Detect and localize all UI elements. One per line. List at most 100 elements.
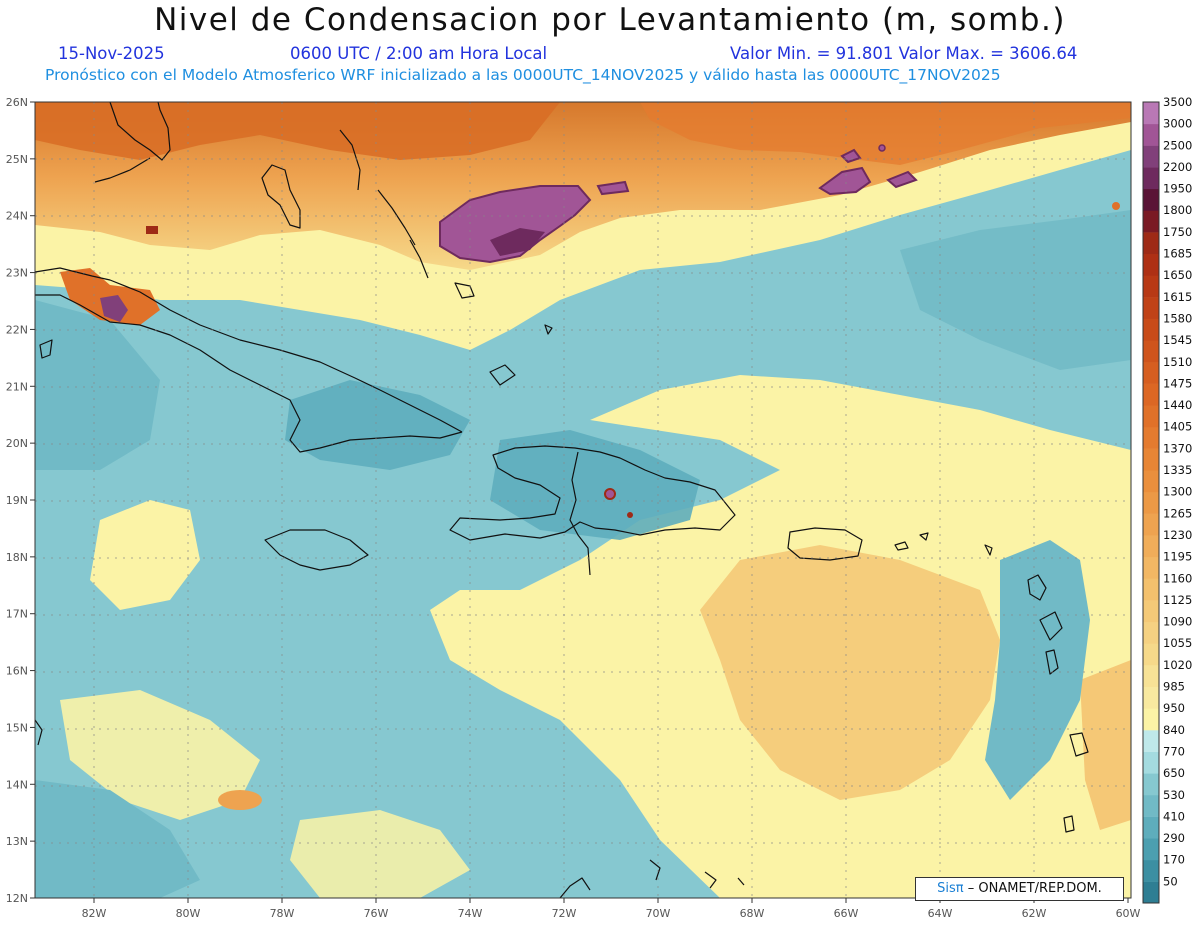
colorbar-swatch: [1143, 123, 1159, 146]
field-southwest-yellow: [60, 690, 260, 820]
coast-long-island: [409, 239, 429, 279]
colorbar-swatch: [1143, 794, 1159, 817]
coast-acklins: [489, 364, 516, 386]
coast-nicaragua: [35, 719, 43, 746]
colorbar-label: 650: [1163, 766, 1185, 780]
colorbar-label: 410: [1163, 809, 1185, 823]
colorbar-label: 1265: [1163, 506, 1192, 520]
colorbar-label: 1335: [1163, 463, 1192, 477]
lat-tick-label: 12N: [6, 892, 28, 905]
colorbar-swatch: [1143, 253, 1159, 276]
coast-dominica: [1045, 649, 1059, 675]
lon-tick-label: 60W: [1116, 907, 1141, 920]
colorbar-label: 1230: [1163, 528, 1192, 542]
lat-tick-label: 17N: [6, 608, 28, 621]
colorbar: 50 170 290 410 530 650 770 840 950 985 1020 1055 109…: [1142, 95, 1192, 904]
colorbar-frame: [1142, 101, 1160, 904]
colorbar-label: 1580: [1163, 311, 1192, 325]
field-moist-northeast: [900, 210, 1131, 370]
colorbar-swatch: [1143, 210, 1159, 233]
field-moist-south: [35, 780, 200, 898]
colorbar-swatch: [1143, 275, 1159, 298]
colorbar-label: 3000: [1163, 117, 1192, 131]
colorbar-label: 2500: [1163, 138, 1192, 152]
colorbar-label: 530: [1163, 788, 1185, 802]
map-plot-area: [35, 102, 1131, 898]
coastlines: [35, 102, 1089, 898]
min-max-values: Valor Min. = 91.801 Valor Max. = 3606.64: [730, 44, 1078, 63]
colorbar-label: 1475: [1163, 376, 1192, 390]
colorbar-label: 1545: [1163, 333, 1192, 347]
field-southeast-orange: [700, 545, 1000, 800]
coast-puerto-rico: [787, 527, 863, 561]
lat-tick-label: 22N: [6, 323, 28, 336]
coast-andros: [261, 164, 301, 229]
map-title: Nivel de Condensacion por Levantamiento …: [154, 2, 1066, 38]
colorbar-swatch: [1143, 102, 1159, 125]
colorbar-label: 840: [1163, 723, 1185, 737]
lon-tick-label: 70W: [646, 907, 671, 920]
coast-cuba-south: [35, 294, 463, 453]
field-purple-core-bahamas: [490, 228, 545, 256]
lat-tick-label: 18N: [6, 551, 28, 564]
colorbar-label: 3500: [1163, 95, 1192, 109]
field-purple-small-1: [596, 180, 630, 196]
colorbar-label: 1370: [1163, 441, 1192, 455]
colorbar-label: 950: [1163, 701, 1185, 715]
coast-curacao: [704, 871, 717, 889]
colorbar-swatch: [1143, 145, 1159, 168]
coast-martinique: [1069, 732, 1089, 757]
colorbar-swatch: [1143, 188, 1159, 211]
colorbar-swatch: [1143, 664, 1159, 688]
lat-tick-label: 21N: [6, 380, 28, 393]
coast-bonaire: [737, 877, 745, 886]
field-purple-ne: [818, 166, 872, 196]
coast-cuba-north: [35, 267, 463, 433]
coast-venezuela: [559, 877, 591, 898]
colorbar-swatch: [1143, 838, 1159, 861]
colorbar-swatch: [1143, 599, 1159, 623]
forecast-date: 15-Nov-2025: [58, 44, 165, 63]
colorbar-label: 1300: [1163, 485, 1192, 499]
lat-tick-label: 19N: [6, 494, 28, 507]
colorbar-swatch: [1143, 773, 1159, 796]
coast-haiti-dr-border: [569, 451, 591, 576]
field-moist-hispaniola: [490, 430, 700, 540]
colorbar-label: 1650: [1163, 268, 1192, 282]
colorbar-swatch: [1143, 448, 1159, 471]
colorbar-swatch: [1143, 643, 1159, 666]
lat-tick-label: 15N: [6, 721, 28, 734]
lat-tick-label: 14N: [6, 778, 28, 791]
coast-jamaica: [264, 529, 369, 571]
colorbar-swatch: [1143, 296, 1159, 319]
colorbar-label: 1160: [1163, 571, 1192, 585]
credit-box: Sisπ – ONAMET/REP.DOM.: [915, 877, 1124, 901]
lat-tick-label: 25N: [6, 153, 28, 166]
field-hispaniola-spot-2: [627, 512, 633, 518]
forecast-time: 0600 UTC / 2:00 am Hora Local: [290, 44, 548, 63]
field-south-yellow: [290, 810, 470, 898]
colorbar-swatch: [1143, 340, 1159, 363]
lon-tick-label: 72W: [552, 907, 577, 920]
lat-tick-label: 24N: [6, 210, 28, 223]
colorbar-swatch: [1143, 578, 1159, 601]
sispi-logo: Sisπ: [937, 881, 964, 896]
colorbar-label: 1950: [1163, 182, 1192, 196]
field-orange-spot-sw: [218, 790, 262, 810]
colorbar-label: 1195: [1163, 550, 1192, 564]
colorbar-swatch: [1143, 513, 1159, 536]
longitude-axis: 82W 80W 78W 76W 74W 72W 70W 68W 66W 64W 62W 60W: [82, 898, 1141, 920]
field-north-east-orange: [640, 102, 1131, 165]
colorbar-swatch: [1143, 361, 1159, 384]
field-purple-ne-4: [878, 144, 886, 152]
colorbar-label: 1685: [1163, 247, 1192, 261]
field-west-yellow-patch: [90, 500, 200, 610]
field-east-orange: [1080, 660, 1131, 830]
coast-florida: [109, 102, 171, 161]
lon-tick-label: 64W: [928, 907, 953, 920]
coast-turks: [544, 324, 553, 335]
colorbar-swatch: [1143, 556, 1159, 579]
colorbar-label: 1615: [1163, 290, 1192, 304]
lat-tick-label: 13N: [6, 835, 28, 848]
